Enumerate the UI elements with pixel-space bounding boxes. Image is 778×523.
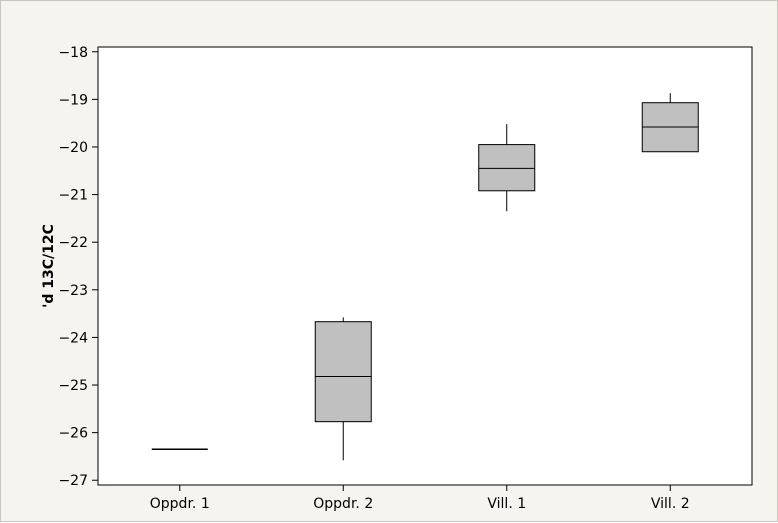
y-tick-label: −18	[58, 45, 88, 61]
x-category-label: Vill. 1	[487, 496, 526, 512]
y-tick-label: −21	[58, 188, 88, 204]
y-axis-label: 'd 13C/12C	[41, 224, 57, 308]
boxes	[151, 93, 699, 461]
y-tick-label: −23	[58, 283, 88, 299]
y-tick-label: −26	[58, 426, 88, 442]
y-tick-label: −24	[58, 330, 88, 346]
box-body	[314, 321, 372, 423]
box-vill-1	[478, 124, 536, 212]
y-tick-label: −20	[58, 140, 88, 156]
y-tick-label: −19	[58, 92, 88, 108]
box-body	[478, 144, 536, 192]
y-tick-label: −25	[58, 378, 88, 394]
x-category-label: Oppdr. 1	[150, 496, 210, 512]
box-oppdr-2	[314, 317, 372, 461]
y-tick-label: −27	[58, 473, 88, 489]
x-axis: Oppdr. 1 Oppdr. 2 Vill. 1 Vill. 2	[150, 485, 690, 512]
y-axis: −18 −19 −20 −21 −22 −23 −24 −25 −26 −27	[58, 45, 98, 489]
y-tick-label: −22	[58, 235, 88, 251]
box-vill-2	[641, 93, 699, 153]
x-category-label: Oppdr. 2	[313, 496, 373, 512]
x-category-label: Vill. 2	[651, 496, 690, 512]
